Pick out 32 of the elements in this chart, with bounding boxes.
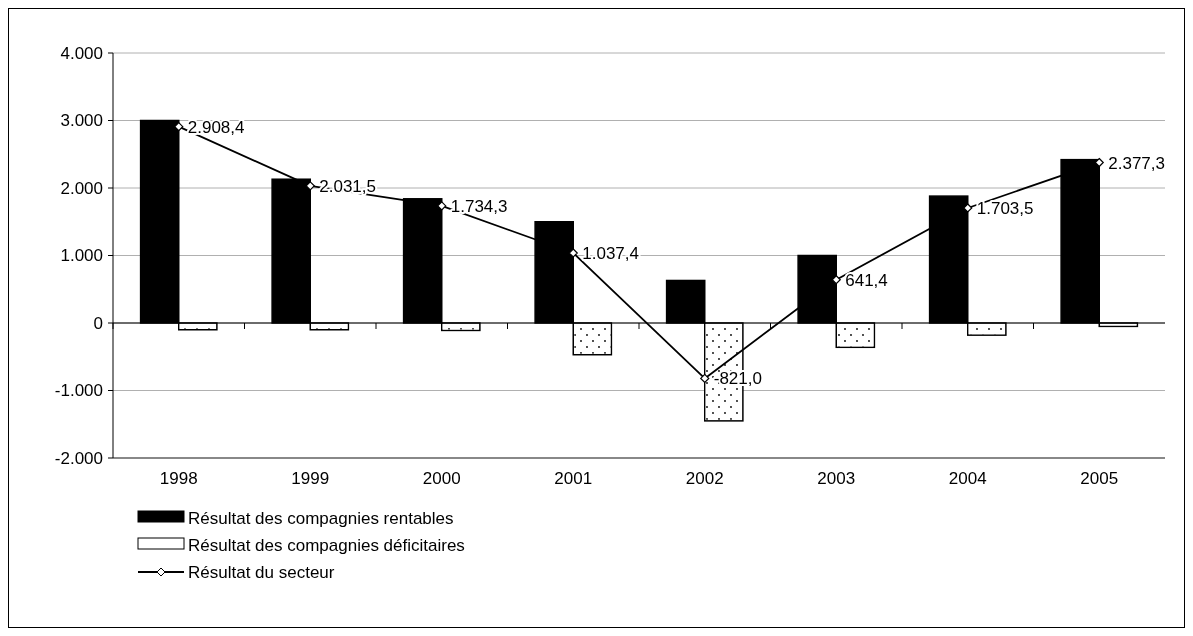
- y-tick-label: -1.000: [54, 381, 103, 401]
- y-tick-label: 3.000: [60, 111, 103, 131]
- x-tick-label: 2001: [554, 469, 593, 488]
- y-tick-label: 2.000: [60, 178, 103, 198]
- x-tick-label: 2003: [817, 469, 856, 488]
- point: [963, 203, 973, 213]
- y-tick-label: -2.000: [54, 448, 103, 468]
- x-tick-label: 2002: [685, 469, 724, 488]
- data-label: 2.377,3: [1108, 153, 1165, 173]
- point: [700, 373, 710, 384]
- x-tick-label: 2000: [422, 469, 461, 488]
- data-label: 2.031,5: [319, 176, 376, 196]
- y-tick-label: 4.000: [60, 43, 103, 63]
- data-label: 2.908,4: [187, 117, 245, 137]
- data-label: 1.703,5: [976, 199, 1034, 219]
- data-label: 641,4: [845, 270, 888, 290]
- legend-label: Résultat des compagnies rentables: [188, 508, 454, 528]
- x-tick-label: 2005: [1080, 469, 1119, 488]
- legend-label: Résultat des compagnies déficitaires: [188, 535, 465, 555]
- x-tick-label: 2004: [948, 469, 987, 488]
- data-label: 1.734,3: [450, 196, 508, 216]
- x-tick-label: 1999: [291, 469, 330, 488]
- x-tick-label: 1998: [159, 469, 198, 488]
- point: [831, 275, 841, 285]
- legend-label: Résultat du secteur: [188, 562, 335, 582]
- data-label: 1.037,4: [582, 243, 639, 263]
- point: [437, 201, 447, 211]
- y-tick-label: 1.000: [60, 246, 103, 266]
- point: [568, 248, 578, 258]
- y-tick-label: 0: [93, 313, 103, 333]
- point: [305, 181, 315, 191]
- point: [174, 122, 184, 132]
